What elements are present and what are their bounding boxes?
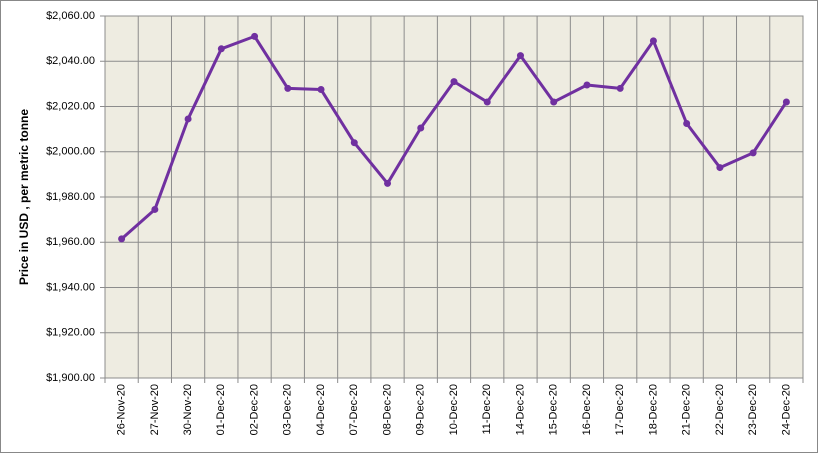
data-point — [417, 124, 425, 132]
y-tick-label: $1,940.00 — [46, 281, 95, 293]
x-tick-label: 07-Dec-20 — [348, 384, 360, 435]
x-tick-label: 24-Dec-20 — [780, 384, 792, 435]
data-point — [384, 179, 392, 187]
y-tick-label: $2,020.00 — [46, 100, 95, 112]
data-point — [350, 139, 358, 147]
data-point — [516, 52, 524, 60]
x-tick-label: 30-Nov-20 — [182, 384, 194, 435]
data-point — [118, 235, 126, 243]
x-tick-label: 14-Dec-20 — [514, 384, 526, 435]
y-tick-label: $1,920.00 — [46, 327, 95, 339]
data-point — [151, 205, 159, 213]
x-tick-label: 04-Dec-20 — [315, 384, 327, 435]
x-tick-label: 26-Nov-20 — [116, 384, 128, 435]
data-point — [649, 37, 657, 45]
data-point — [583, 81, 591, 89]
y-tick-label: $1,900.00 — [46, 372, 95, 384]
x-tick-label: 01-Dec-20 — [215, 384, 227, 435]
data-point — [782, 98, 790, 106]
x-tick-label: 21-Dec-20 — [681, 384, 693, 435]
x-tick-label: 15-Dec-20 — [548, 384, 560, 435]
data-point — [251, 32, 259, 40]
x-tick-label: 11-Dec-20 — [481, 384, 493, 435]
data-point — [550, 98, 558, 106]
x-tick-label: 03-Dec-20 — [282, 384, 294, 435]
y-tick-label: $1,980.00 — [46, 191, 95, 203]
data-point — [749, 149, 757, 157]
x-tick-label: 10-Dec-20 — [448, 384, 460, 435]
x-tick-label: 23-Dec-20 — [747, 384, 759, 435]
y-tick-label: $2,060.00 — [46, 10, 95, 22]
x-tick-label: 09-Dec-20 — [415, 384, 427, 435]
x-tick-label: 17-Dec-20 — [614, 384, 626, 435]
y-tick-label: $2,040.00 — [46, 55, 95, 67]
data-point — [284, 84, 292, 92]
data-point — [184, 115, 192, 123]
data-point — [317, 86, 325, 94]
x-tick-label: 27-Nov-20 — [149, 384, 161, 435]
data-point — [217, 45, 225, 53]
data-point — [450, 78, 458, 86]
data-point — [683, 119, 691, 127]
y-tick-label: $2,000.00 — [46, 146, 95, 158]
x-tick-label: 18-Dec-20 — [647, 384, 659, 435]
data-point — [483, 98, 491, 106]
x-tick-label: 16-Dec-20 — [581, 384, 593, 435]
data-point — [716, 164, 724, 172]
x-tick-label: 02-Dec-20 — [248, 384, 260, 435]
plot-border — [104, 15, 804, 379]
y-axis-label: Price in USD , per metric tonne — [17, 109, 31, 285]
x-tick-label: 22-Dec-20 — [714, 384, 726, 435]
data-point — [616, 84, 624, 92]
x-tick-label: 08-Dec-20 — [381, 384, 393, 435]
y-tick-label: $1,960.00 — [46, 236, 95, 248]
